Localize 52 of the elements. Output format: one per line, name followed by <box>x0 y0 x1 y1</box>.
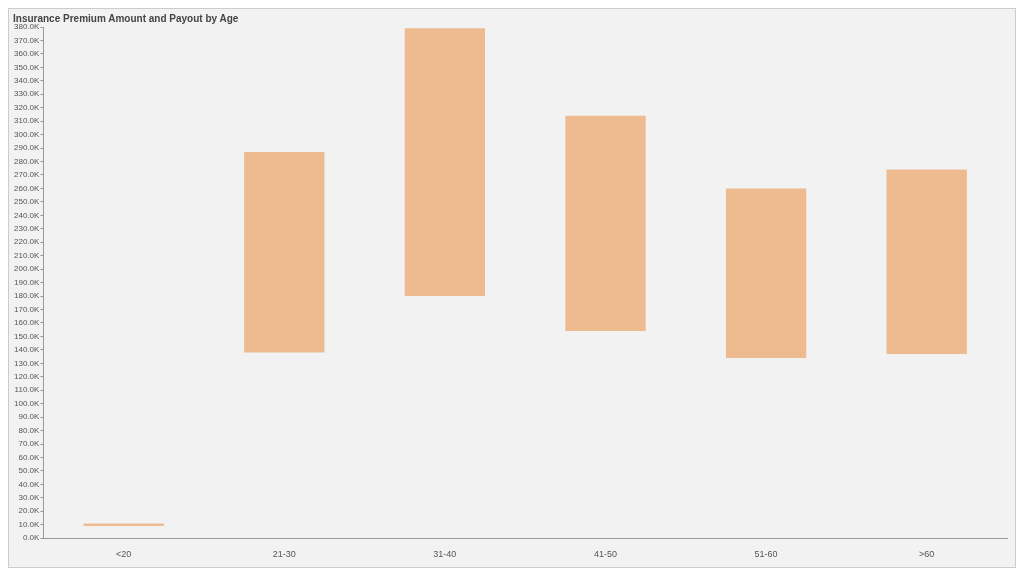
y-tick-label: 50.0K <box>18 466 41 476</box>
x-tick-label: 21-30 <box>272 549 296 560</box>
y-tick-label: 280.0K <box>14 156 41 166</box>
y-tick-label: 110.0K <box>14 385 41 395</box>
y-tick-label: 330.0K <box>14 89 41 99</box>
x-tick-label: 31-40 <box>433 549 457 560</box>
y-tick-label: 0.0K <box>22 533 41 543</box>
y-tick-label: 230.0K <box>14 223 41 233</box>
y-tick-label: 80.0K <box>18 425 41 435</box>
y-tick-label: 130.0K <box>14 358 41 368</box>
y-tick-label: 160.0K <box>14 318 41 328</box>
y-tick-label: 220.0K <box>14 237 41 247</box>
y-tick-label: 310.0K <box>14 116 41 126</box>
y-tick-label: 320.0K <box>14 102 41 112</box>
y-tick-label: 180.0K <box>14 291 41 301</box>
y-tick-label: 240.0K <box>14 210 41 220</box>
bar <box>725 188 807 358</box>
bar <box>565 115 646 332</box>
y-tick-label: 100.0K <box>14 398 41 408</box>
y-tick-label: 270.0K <box>14 170 41 180</box>
y-tick-label: 300.0K <box>14 129 41 139</box>
y-tick-label: 360.0K <box>14 49 41 59</box>
y-tick-label: 10.0K <box>18 519 41 529</box>
x-tick-label: >60 <box>919 549 935 560</box>
y-tick-label: 90.0K <box>18 412 41 422</box>
x-tick-label: 41-50 <box>593 549 617 560</box>
y-tick-label: 260.0K <box>14 183 41 193</box>
bar <box>244 152 325 353</box>
x-tick-label: 51-60 <box>754 549 778 560</box>
chart-title: Insurance Premium Amount and Payout by Age <box>13 12 239 24</box>
y-tick-label: 200.0K <box>14 264 41 274</box>
y-tick-label: 170.0K <box>14 304 41 314</box>
y-tick-label: 370.0K <box>14 35 41 45</box>
y-tick-label: 60.0K <box>18 452 41 462</box>
y-tick-label: 380.0K <box>14 22 41 32</box>
y-tick-label: 140.0K <box>14 345 41 355</box>
y-tick-label: 30.0K <box>18 493 41 503</box>
y-tick-label: 40.0K <box>18 479 41 489</box>
y-tick-label: 120.0K <box>14 371 41 381</box>
bar <box>83 523 164 527</box>
bar <box>404 28 486 297</box>
y-tick-label: 70.0K <box>18 439 41 449</box>
bar <box>886 169 967 354</box>
y-tick-label: 250.0K <box>14 197 41 207</box>
y-tick-label: 350.0K <box>14 62 41 72</box>
y-tick-label: 150.0K <box>14 331 41 341</box>
y-tick-label: 20.0K <box>18 506 41 516</box>
y-tick-label: 340.0K <box>14 76 41 86</box>
y-tick-label: 290.0K <box>14 143 41 153</box>
x-tick-label: <20 <box>116 549 132 560</box>
y-tick-label: 210.0K <box>14 250 41 260</box>
y-tick-label: 190.0K <box>14 277 41 287</box>
